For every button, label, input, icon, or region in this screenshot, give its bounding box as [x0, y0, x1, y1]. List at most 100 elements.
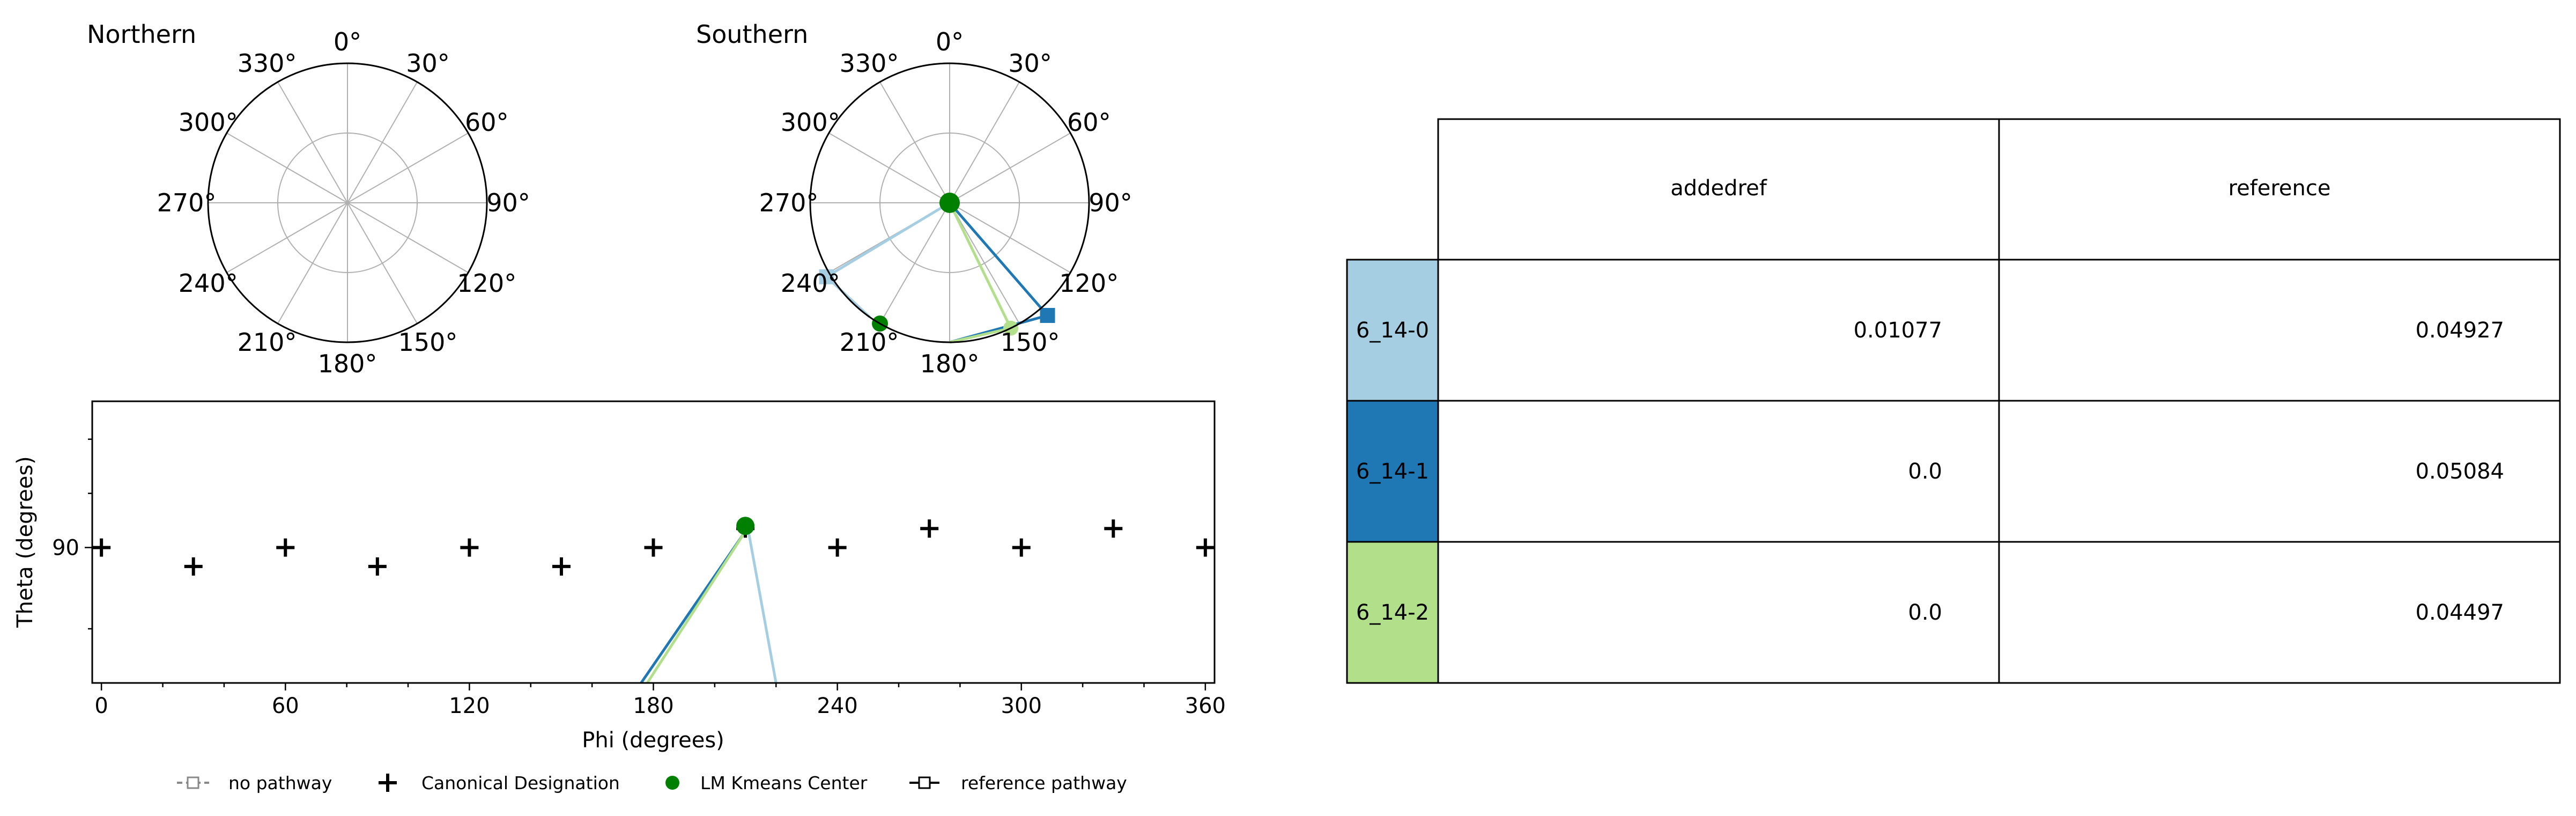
x-tick-label: 240	[817, 694, 857, 718]
polar-angle-label: 90°	[1089, 188, 1132, 217]
table-column-header: reference	[2229, 176, 2331, 201]
table-row-label: 6_14-0	[1356, 318, 1429, 343]
polar-grid-spoke	[347, 82, 418, 203]
polar-angle-label: 120°	[457, 269, 516, 298]
polar-angle-label: 150°	[1001, 328, 1060, 357]
legend-no-pathway-marker	[187, 776, 199, 789]
canonical-designation-marker	[1012, 538, 1031, 557]
legend-label: no pathway	[228, 773, 332, 793]
canonical-designation-marker	[368, 557, 387, 576]
polar-grid-spoke	[277, 202, 348, 324]
polar-angle-label: 240°	[179, 269, 238, 298]
table-cell-value: 0.0	[1908, 600, 1942, 625]
polar-grid-spoke	[347, 133, 469, 203]
polar-angle-label: 180°	[920, 349, 980, 378]
legend-kmeans-marker	[665, 776, 679, 790]
x-tick-label: 360	[1185, 694, 1226, 718]
legend-label: Canonical Designation	[421, 773, 620, 793]
polar-angle-label: 330°	[840, 49, 899, 78]
polar-series-line	[949, 202, 1050, 344]
polar-grid-spoke	[347, 202, 418, 324]
x-tick-label: 60	[272, 694, 299, 718]
table-column-header: addedref	[1670, 176, 1767, 201]
polar-grid-spoke	[949, 202, 1071, 273]
scatter-series-line	[646, 530, 747, 683]
scatter-x-axis-label: Phi (degrees)	[582, 728, 724, 753]
table-cell-value: 0.0	[1908, 459, 1942, 484]
polar-grid-spoke	[949, 82, 1020, 203]
legend-canonical-marker	[379, 774, 397, 792]
table-row-label: 6_14-2	[1356, 600, 1429, 625]
southern-polar-plot: Southern 0° 30° 60° 90° 120° 150° 180° 210° 240°…	[696, 20, 1132, 378]
x-tick-label: 180	[633, 694, 673, 718]
polar-series-marker	[1040, 307, 1055, 323]
polar-grid-spoke	[347, 202, 469, 273]
table-cell	[1437, 541, 2000, 684]
polar-grid-spoke	[879, 202, 950, 324]
table-cell	[1998, 541, 2561, 684]
polar-angle-label: 300°	[179, 108, 238, 137]
polar-angle-label: 330°	[238, 49, 297, 78]
polar-angle-label: 210°	[840, 328, 899, 357]
y-tick-label: 90	[52, 536, 79, 561]
polar-angle-label: 180°	[318, 349, 377, 378]
polar-grid-spoke	[828, 133, 950, 203]
x-tick-label: 300	[1001, 694, 1042, 718]
polar-angle-label: 90°	[486, 188, 530, 217]
polar-angle-label: 240°	[781, 269, 840, 298]
table-cell-value: 0.05084	[2416, 459, 2504, 484]
table-row-label: 6_14-1	[1356, 459, 1429, 484]
scatter-y-axis-label: Theta (degrees)	[13, 456, 38, 628]
scatter-series-line	[747, 531, 778, 683]
polar-angle-label: 0°	[334, 27, 361, 56]
canonical-designation-marker	[276, 538, 295, 557]
polar-angle-label: 60°	[1067, 108, 1111, 137]
canonical-designation-marker	[460, 538, 479, 557]
northern-title: Northern	[87, 20, 196, 49]
polar-angle-label: 270°	[759, 188, 819, 217]
polar-grid-spoke	[226, 133, 348, 203]
table-header-cell	[1437, 118, 2000, 261]
canonical-designation-marker	[92, 538, 111, 557]
canonical-designation-marker	[828, 538, 847, 557]
table-row-label-cell	[1346, 259, 1439, 402]
pathway-table: addedref reference 6_14-0 0.01077 0.0492…	[1346, 118, 2561, 684]
polar-grid-spoke	[226, 202, 348, 273]
table-cell	[1437, 400, 2000, 543]
table-row-label-cell	[1346, 400, 1439, 543]
table-cell-value: 0.04497	[2416, 600, 2504, 625]
northern-polar-plot: Northern 0° 30° 60° 90° 120° 150° 180° 210° 240°…	[87, 20, 530, 378]
polar-angle-label: 30°	[1008, 49, 1052, 78]
scatter-kmeans-center	[736, 517, 755, 535]
table-cell-value: 0.04927	[2416, 318, 2504, 343]
polar-grid-spoke	[879, 82, 950, 203]
polar-angle-label: 210°	[238, 328, 297, 357]
polar-grid-spoke	[277, 82, 348, 203]
polar-angle-label: 300°	[781, 108, 840, 137]
polar-angle-label: 270°	[157, 188, 217, 217]
southern-polar-frame	[809, 62, 1090, 343]
polar-series-line	[824, 201, 951, 318]
polar-angle-label: 60°	[465, 108, 509, 137]
x-tick-label: 120	[449, 694, 490, 718]
table-cell-value: 0.01077	[1854, 318, 1942, 343]
polar-grid-spoke	[949, 133, 1071, 203]
canonical-designation-marker	[552, 557, 571, 576]
table-header-cell	[1998, 118, 2561, 261]
polar-grid-spoke	[949, 202, 1020, 324]
polar-angle-label: 30°	[406, 49, 450, 78]
canonical-designation-marker	[644, 538, 663, 557]
canonical-designation-marker	[1104, 519, 1123, 538]
canonical-designation-marker	[184, 557, 203, 576]
canonical-designation-marker	[920, 519, 939, 538]
canonical-designation-marker	[1196, 538, 1215, 557]
legend-reference-marker	[918, 776, 931, 789]
polar-kmeans-center	[939, 193, 960, 213]
northern-polar-frame	[207, 62, 488, 343]
legend-label: LM Kmeans Center	[700, 773, 868, 793]
table-row-label-cell	[1346, 541, 1439, 684]
polar-angle-label: 0°	[936, 27, 964, 56]
polar-angle-label: 150°	[398, 328, 458, 357]
x-tick-label: 0	[94, 694, 108, 718]
